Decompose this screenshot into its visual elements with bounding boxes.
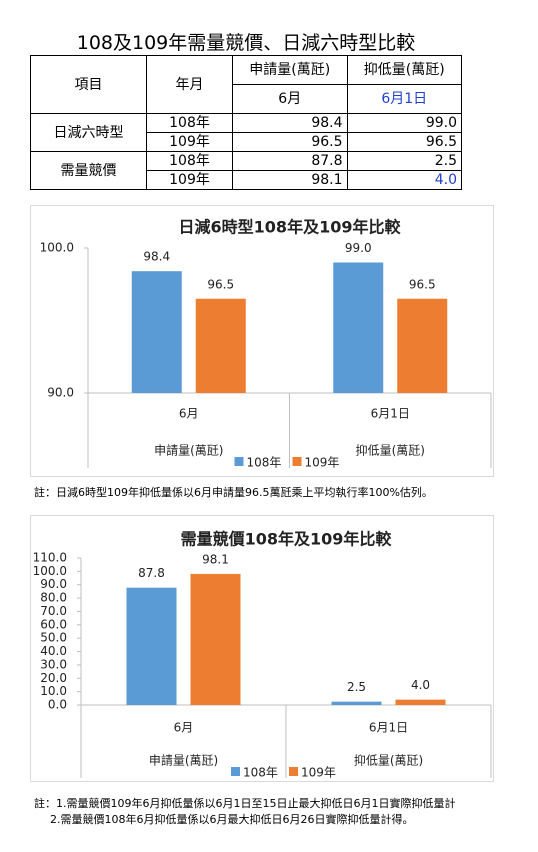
y-tick-label: 10.0 bbox=[40, 684, 67, 698]
bar bbox=[195, 298, 246, 393]
bar bbox=[131, 271, 182, 393]
y-tick-label: 110.0 bbox=[33, 551, 67, 565]
bar bbox=[190, 573, 241, 705]
x-tick-label: 6月 bbox=[179, 407, 199, 421]
bar bbox=[333, 262, 384, 393]
value-cell: 99.0 bbox=[346, 113, 462, 133]
chart-title: 日減6時型108年及109年比較 bbox=[179, 218, 402, 237]
group-cell: 日減六時型 bbox=[30, 113, 147, 152]
category-group-label: 申請量(萬瓩) bbox=[149, 754, 218, 768]
y-tick-label: 40.0 bbox=[40, 644, 67, 658]
value-label: 98.1 bbox=[202, 552, 229, 566]
document-title: 108及109年需量競價、日減六時型比較 bbox=[76, 32, 416, 54]
category-group-label: 抑低量(萬瓩) bbox=[354, 753, 423, 768]
legend-label: 109年 bbox=[301, 766, 336, 780]
bar bbox=[331, 701, 382, 705]
value-cell: 4.0 bbox=[346, 170, 462, 190]
y-tick-label: 100.0 bbox=[40, 241, 74, 255]
subheader-cell: 6月1日 bbox=[346, 84, 462, 114]
header-cell: 項目 bbox=[30, 55, 147, 114]
legend-swatch bbox=[289, 767, 298, 776]
header-cell: 申請量(萬瓩) bbox=[232, 55, 348, 85]
year-cell: 109年 bbox=[146, 132, 233, 152]
y-tick-label: 30.0 bbox=[40, 657, 67, 671]
y-tick-label: 80.0 bbox=[40, 591, 67, 605]
legend-label: 109年 bbox=[305, 456, 340, 470]
year-cell: 108年 bbox=[146, 151, 233, 171]
value-label: 2.5 bbox=[347, 680, 366, 694]
x-tick-label: 6月1日 bbox=[371, 407, 410, 421]
value-cell: 2.5 bbox=[346, 151, 462, 171]
y-tick-label: 0.0 bbox=[48, 698, 67, 712]
year-cell: 109年 bbox=[146, 170, 233, 190]
note: 註：日減6時型109年抑低量係以6月申請量96.5萬瓩乘上平均執行率100%估列… bbox=[34, 486, 433, 499]
note: 2.需量競價108年6月抑低量係以6月最大抑低日6月26日實際抑低量計得。 bbox=[50, 813, 414, 826]
x-tick-label: 6月1日 bbox=[369, 721, 408, 735]
y-tick-label: 70.0 bbox=[40, 604, 67, 618]
value-label: 99.0 bbox=[345, 241, 372, 255]
bar bbox=[395, 699, 446, 705]
y-tick-label: 50.0 bbox=[40, 631, 67, 645]
bar bbox=[397, 298, 448, 393]
y-tick-label: 90.0 bbox=[47, 386, 74, 400]
legend-swatch bbox=[292, 457, 302, 466]
y-tick-label: 60.0 bbox=[40, 617, 67, 631]
value-cell: 98.4 bbox=[232, 113, 348, 133]
value-label: 96.5 bbox=[207, 277, 234, 291]
value-cell: 96.5 bbox=[232, 132, 348, 152]
value-cell: 87.8 bbox=[232, 151, 348, 171]
value-label: 98.4 bbox=[143, 250, 170, 264]
bar bbox=[126, 587, 177, 705]
chart: 需量競價108年及109年比較 0.010.020.030.040.050.060… bbox=[30, 515, 494, 782]
value-label: 4.0 bbox=[411, 678, 430, 692]
legend-swatch bbox=[231, 767, 240, 776]
category-group-label: 申請量(萬瓩) bbox=[154, 444, 223, 458]
header-cell: 抑低量(萬瓩) bbox=[346, 55, 462, 85]
value-cell: 98.1 bbox=[232, 170, 348, 190]
legend-label: 108年 bbox=[243, 766, 278, 780]
y-tick-label: 20.0 bbox=[40, 671, 67, 685]
chart: 日減6時型108年及109年比較 90.0 100.0 6月申請量(萬瓩) 98.4 96… bbox=[30, 205, 494, 477]
header-cell: 年月 bbox=[146, 55, 233, 114]
group-cell: 需量競價 bbox=[30, 151, 147, 190]
summary-table: 項目 年月 申請量(萬瓩) 抑低量(萬瓩) 6月 6月1日 日減六時型 108年… bbox=[30, 55, 462, 190]
chart-title: 需量競價108年及109年比較 bbox=[181, 530, 393, 549]
category-group-label: 抑低量(萬瓩) bbox=[356, 443, 425, 458]
subheader-cell: 6月 bbox=[232, 84, 348, 114]
y-tick-label: 90.0 bbox=[40, 577, 67, 591]
legend-label: 108年 bbox=[247, 456, 282, 470]
y-tick-label: 100.0 bbox=[33, 564, 67, 578]
note: 註：1.需量競價109年6月抑低量係以6月1日至15日止最大抑低日6月1日實際抑… bbox=[34, 797, 456, 810]
x-tick-label: 6月 bbox=[174, 721, 194, 735]
value-label: 87.8 bbox=[138, 566, 165, 580]
value-cell: 96.5 bbox=[346, 132, 462, 152]
year-cell: 108年 bbox=[146, 113, 233, 133]
legend-swatch bbox=[234, 457, 244, 466]
value-label: 96.5 bbox=[409, 277, 436, 291]
